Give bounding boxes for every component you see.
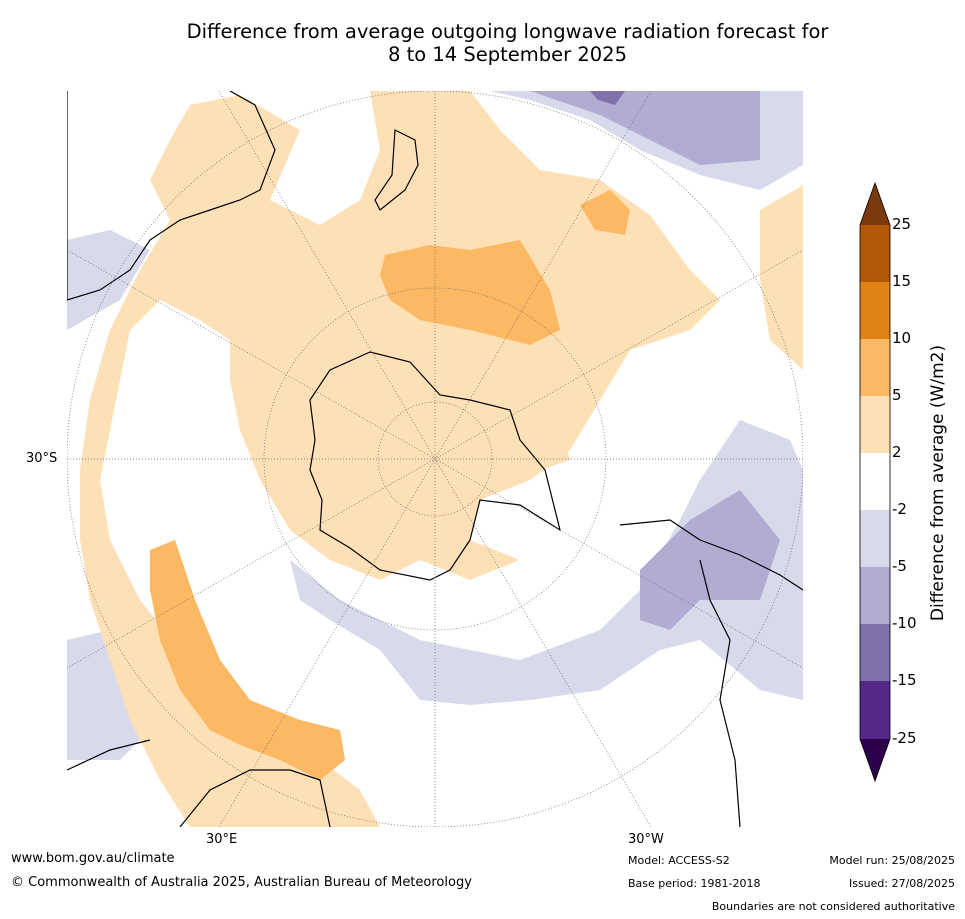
- australia-coastline: [67, 91, 276, 301]
- graticule: [67, 91, 803, 827]
- colorbar-outline: [859, 181, 891, 783]
- colorbar-segment-m10-m5: [860, 567, 890, 624]
- anomaly-region-orange-east: [760, 185, 803, 370]
- anomaly-region-darker-orange-ne: [580, 190, 630, 235]
- colorbar-arrow-top: [860, 183, 890, 225]
- colorbar-tick-25: 25: [892, 215, 912, 233]
- antarctica-coastline: [309, 351, 561, 581]
- chart-title: Difference from average outgoing longwav…: [0, 20, 965, 66]
- graticule-circle-60: [377, 401, 493, 517]
- colorbar-arrow-bottom: [860, 739, 890, 781]
- new-zealand-coastline: [374, 129, 419, 211]
- africa-coastline: [67, 739, 331, 827]
- colorbar-tick-m25: -25: [892, 729, 917, 747]
- footer-copyright: © Commonwealth of Australia 2025, Austra…: [11, 875, 472, 890]
- colorbar-segment-5-10: [860, 339, 890, 396]
- colorbar-tick-5: 5: [892, 386, 902, 404]
- colorbar-title: Difference from average (W/m2): [928, 344, 948, 622]
- south-america-coastline: [619, 519, 803, 827]
- lon-label-30w: 30°W: [628, 832, 664, 847]
- colorbar-segment-2-5: [860, 396, 890, 453]
- colorbar-segment-m15-m10: [860, 624, 890, 681]
- footer-base-period: Base period: 1981-2018: [628, 877, 761, 890]
- anomaly-region-medium-purple-north: [530, 91, 760, 165]
- colorbar-tick-2: 2: [892, 443, 902, 461]
- footer-issued: Issued: 27/08/2025: [848, 877, 955, 890]
- graticule-circle-40: [263, 287, 607, 631]
- anomaly-region-darker-orange-north: [380, 240, 560, 345]
- anomaly-region-darker-orange-south: [150, 540, 345, 780]
- lat-label-30s: 30°S: [26, 451, 58, 466]
- lon-label-30e: 30°E: [206, 832, 238, 847]
- footer-model-run: Model run: 25/08/2025: [829, 854, 955, 867]
- colorbar-segment-15-25: [860, 225, 890, 282]
- colorbar-tick-m5: -5: [892, 557, 907, 575]
- colorbar-tick-10: 10: [892, 329, 912, 347]
- colorbar-segment-neutral: [860, 453, 890, 510]
- colorbar: [859, 181, 891, 783]
- anomaly-region-orange-inner: [320, 340, 570, 470]
- anomaly-region-dark-purple-spot: [590, 91, 625, 105]
- title-line-1: Difference from average outgoing longwav…: [186, 20, 829, 43]
- colorbar-segment-m5-m2: [860, 510, 890, 567]
- graticule-meridian-120: [67, 249, 803, 669]
- colorbar-segment-m25-m15: [860, 681, 890, 739]
- title-line-2: 8 to 14 September 2025: [388, 43, 627, 66]
- colorbar-tick-15: 15: [892, 272, 912, 290]
- colorbar-segment-10-15: [860, 282, 890, 339]
- anomaly-region-purple-southern-ocean: [290, 420, 803, 705]
- footer-model: Model: ACCESS-S2: [628, 854, 730, 867]
- footer-disclaimer: Boundaries are not considered authoritat…: [711, 900, 955, 913]
- map-panel: [67, 91, 803, 827]
- colorbar-tick-m10: -10: [892, 614, 917, 632]
- footer-website-link[interactable]: www.bom.gov.au/climate: [11, 851, 175, 866]
- colorbar-tick-m15: -15: [892, 671, 917, 689]
- colorbar-tick-m2: -2: [892, 500, 907, 518]
- anomaly-region-purple-west: [67, 230, 150, 330]
